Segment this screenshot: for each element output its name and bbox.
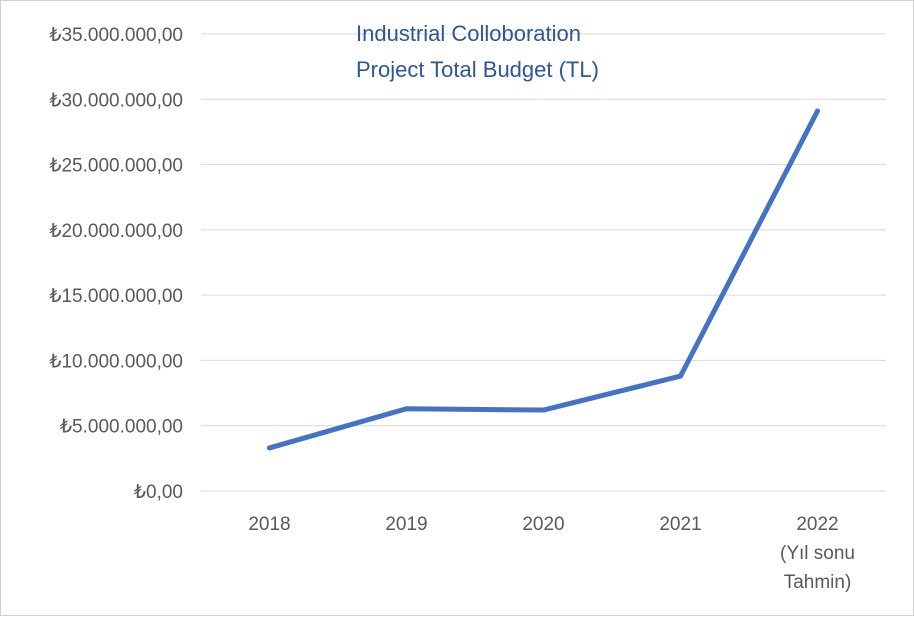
y-tick-label: ₺35.000.000,00 — [49, 25, 183, 46]
y-tick-label: ₺15.000.000,00 — [49, 286, 183, 307]
x-tick-label: 2018 — [248, 514, 290, 535]
series-budget — [267, 108, 820, 451]
x-tick-label: (Yıl sonu — [780, 543, 855, 564]
data-point — [815, 108, 820, 114]
data-point — [678, 373, 683, 379]
y-tick-label: ₺0,00 — [134, 482, 183, 503]
chart-title: Industrial Colloboration Project Total Bu… — [356, 21, 599, 82]
data-point — [267, 445, 272, 451]
y-tick-label: ₺10.000.000,00 — [49, 351, 183, 372]
data-point — [541, 407, 546, 413]
chart-title-line: Project Total Budget (TL) — [356, 57, 599, 82]
data-point — [404, 406, 409, 412]
x-tick-label: 2022 — [796, 514, 838, 535]
y-tick-label: ₺30.000.000,00 — [49, 90, 183, 111]
x-tick-label: 2019 — [385, 514, 427, 535]
x-axis-tick-labels: 2018 2019 2020 2021 2022 (Yıl sonu Tahmin) — [248, 514, 855, 593]
y-tick-label: ₺20.000.000,00 — [49, 221, 183, 242]
y-tick-label: ₺25.000.000,00 — [49, 156, 183, 177]
gridlines — [201, 33, 886, 492]
chart-title-line: Industrial Colloboration — [356, 21, 581, 46]
x-tick-label: Tahmin) — [784, 572, 852, 593]
series-line — [267, 108, 820, 451]
x-tick-label: 2020 — [522, 514, 564, 535]
y-tick-label: ₺5.000.000,00 — [60, 417, 183, 438]
y-axis-tick-labels: ₺0,00 ₺5.000.000,00 ₺10.000.000,00 ₺15.000.… — [49, 25, 183, 503]
x-tick-label: 2021 — [659, 514, 701, 535]
